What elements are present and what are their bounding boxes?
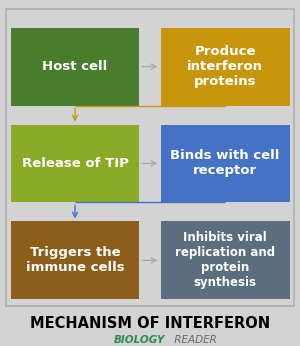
- Text: MECHANISM OF INTERFERON: MECHANISM OF INTERFERON: [30, 316, 270, 331]
- Text: Triggers the
immune cells: Triggers the immune cells: [26, 246, 124, 274]
- Bar: [11, 125, 140, 202]
- Text: Release of TIP: Release of TIP: [22, 157, 128, 170]
- Text: Binds with cell
receptor: Binds with cell receptor: [170, 149, 280, 177]
- Bar: [11, 221, 140, 299]
- Text: Host cell: Host cell: [42, 60, 108, 73]
- Text: Produce
interferon
proteins: Produce interferon proteins: [187, 45, 263, 88]
- Bar: [160, 28, 290, 106]
- Bar: [11, 28, 140, 106]
- Bar: [160, 221, 290, 299]
- Bar: [6, 9, 294, 306]
- Text: BIOLOGY: BIOLOGY: [114, 335, 165, 345]
- Bar: [160, 125, 290, 202]
- Text: READER: READER: [171, 335, 217, 345]
- Text: Inhibits viral
replication and
protein
synthesis: Inhibits viral replication and protein s…: [175, 231, 275, 289]
